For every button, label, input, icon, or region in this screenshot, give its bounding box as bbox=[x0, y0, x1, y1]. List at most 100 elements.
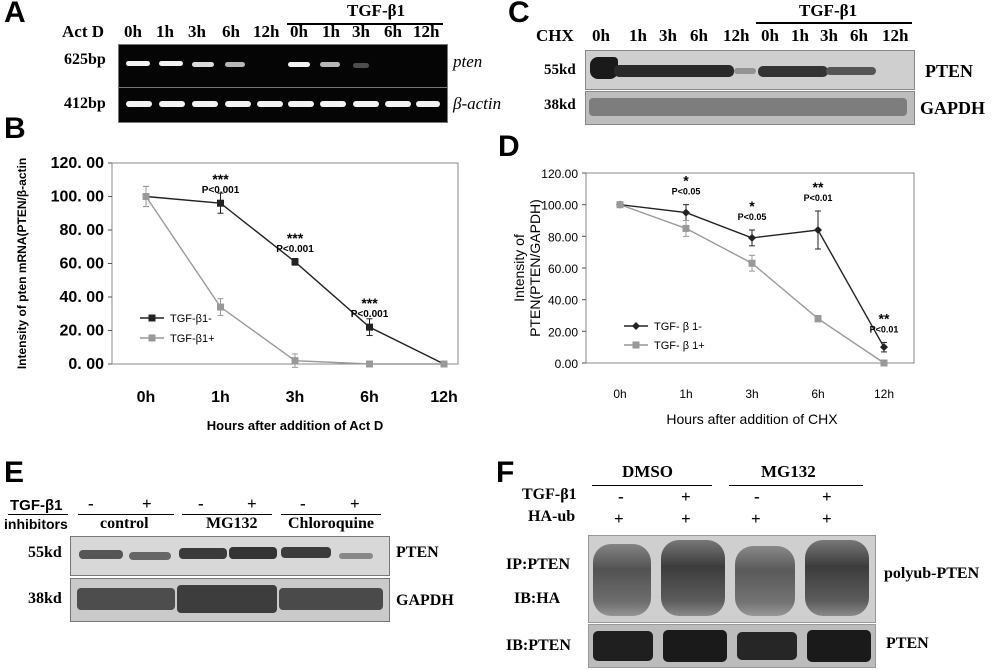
x-tick-label: 1h bbox=[679, 387, 692, 401]
y-axis-title: PTEN(PTEN/GAPDH) bbox=[527, 199, 543, 337]
legend-marker bbox=[148, 314, 156, 322]
x-tick-label: 1h bbox=[211, 389, 230, 406]
x-axis-title: Hours after addition of Act D bbox=[207, 418, 383, 433]
polyub-blot bbox=[588, 535, 876, 623]
y-tick-label: 120. 00 bbox=[51, 155, 104, 172]
ib-pten-label: IB:PTEN bbox=[506, 637, 571, 654]
y-axis-title: Intensity of bbox=[511, 234, 527, 302]
x-axis-title: Hours after addition of CHX bbox=[666, 411, 838, 427]
sign-plus: + bbox=[822, 509, 832, 528]
sign-plus: + bbox=[822, 487, 832, 506]
legend-label: TGF-β1- bbox=[170, 313, 212, 325]
group-dmso: DMSO bbox=[622, 462, 673, 481]
tgf-label: TGF-β1 bbox=[10, 497, 63, 514]
group-mg132: MG132 bbox=[761, 462, 816, 481]
protein-gapdh: GAPDH bbox=[396, 592, 454, 609]
y-tick-label: 20.00 bbox=[548, 325, 578, 339]
data-point bbox=[682, 208, 690, 217]
data-point bbox=[217, 199, 224, 207]
group-bracket bbox=[592, 485, 712, 486]
panel-a-label: A bbox=[4, 0, 26, 29]
sign-plus: + bbox=[350, 494, 360, 513]
ib-ha-label: IB:HA bbox=[514, 590, 561, 607]
timepoint-label: 1h bbox=[322, 22, 340, 41]
pten-blot bbox=[585, 50, 915, 90]
significance-stars: * bbox=[749, 198, 755, 214]
p-value: P<0.01 bbox=[870, 324, 899, 334]
protein-gapdh: GAPDH bbox=[920, 98, 985, 118]
legend-marker bbox=[632, 341, 640, 349]
data-point bbox=[814, 315, 822, 323]
timepoint-label: 6h bbox=[222, 22, 240, 41]
data-point bbox=[880, 343, 888, 352]
chart-d: 0.00 20.00 40.00 60.00 80.00 100.00 120.00 0h 1h… bbox=[511, 167, 915, 427]
data-point bbox=[682, 224, 690, 232]
timepoint-label: 3h bbox=[659, 26, 677, 45]
data-point bbox=[217, 303, 224, 311]
p-value: P<0.001 bbox=[276, 244, 314, 255]
sign-minus: - bbox=[618, 487, 624, 506]
y-tick-label: 0. 00 bbox=[68, 356, 104, 373]
data-point bbox=[291, 357, 299, 365]
y-tick-label: 100.00 bbox=[541, 199, 578, 213]
timepoint-label: 0h bbox=[124, 22, 142, 41]
tgf-bracket-line bbox=[287, 23, 443, 25]
y-tick-label: 120.00 bbox=[541, 167, 578, 181]
gapdh-blot bbox=[70, 578, 390, 622]
act-d-label: Act D bbox=[62, 22, 105, 41]
sign-minus: - bbox=[754, 487, 760, 506]
chart-b: 0. 00 20. 00 40. 00 60. 00 80. 00 100. 00 120.… bbox=[15, 155, 459, 433]
panel-c-label: C bbox=[508, 0, 530, 29]
significance-stars: *** bbox=[212, 171, 229, 187]
divider bbox=[8, 514, 68, 515]
sign-minus: - bbox=[88, 494, 94, 513]
data-point bbox=[366, 323, 373, 331]
sign-plus: + bbox=[142, 494, 152, 513]
timepoint-label: 1h bbox=[156, 22, 174, 41]
y-tick-label: 40. 00 bbox=[60, 289, 105, 306]
group-mg132: MG132 bbox=[206, 515, 258, 532]
beta-actin-gel bbox=[118, 87, 448, 123]
timepoint-label: 3h bbox=[188, 22, 206, 41]
tgf-bracket-line bbox=[756, 22, 912, 24]
protein-pten: PTEN bbox=[396, 544, 439, 561]
sign-plus: + bbox=[247, 494, 257, 513]
pten-blot bbox=[588, 624, 876, 668]
group-bracket bbox=[281, 514, 381, 515]
data-point bbox=[142, 193, 150, 200]
y-tick-label: 0.00 bbox=[555, 357, 579, 371]
gene-pten: pten bbox=[453, 52, 483, 71]
panel-b-label: B bbox=[4, 112, 26, 145]
y-tick-label: 100. 00 bbox=[51, 189, 104, 206]
ip-pten-label: IP:PTEN bbox=[506, 556, 570, 573]
x-tick-label: 3h bbox=[745, 387, 758, 401]
x-tick-label: 12h bbox=[430, 389, 458, 406]
timepoint-label: 12h bbox=[723, 26, 750, 45]
significance-stars: * bbox=[683, 173, 689, 189]
tgf-label: TGF-β1 bbox=[522, 486, 577, 503]
data-point bbox=[880, 359, 888, 367]
sign-plus: + bbox=[681, 509, 691, 528]
pten-gel bbox=[118, 44, 448, 88]
timepoint-label: 0h bbox=[761, 26, 779, 45]
group-chloroquine: Chloroquine bbox=[288, 515, 374, 532]
timepoint-label: 6h bbox=[850, 26, 868, 45]
x-tick-label: 0h bbox=[613, 387, 626, 401]
p-value: P<0.05 bbox=[672, 187, 701, 197]
y-axis-title: Intensity of pten mRNA(PTEN/β-actin bbox=[15, 158, 29, 369]
significance-stars: *** bbox=[361, 295, 378, 311]
gapdh-blot bbox=[585, 91, 915, 125]
x-tick-label: 0h bbox=[137, 389, 156, 406]
timepoint-label: 6h bbox=[690, 26, 708, 45]
data-point bbox=[366, 360, 373, 368]
legend-marker bbox=[148, 334, 156, 342]
gel-size-625: 625bp bbox=[64, 51, 106, 68]
sign-plus: + bbox=[681, 487, 691, 506]
legend-marker bbox=[632, 322, 640, 330]
timepoint-label: 3h bbox=[352, 22, 370, 41]
group-control: control bbox=[100, 515, 149, 532]
blot-size-38kd: 38kd bbox=[544, 97, 576, 113]
significance-stars: *** bbox=[287, 230, 304, 246]
significance-stars: ** bbox=[813, 179, 824, 195]
inhibitors-label: inhibitors bbox=[4, 516, 68, 532]
